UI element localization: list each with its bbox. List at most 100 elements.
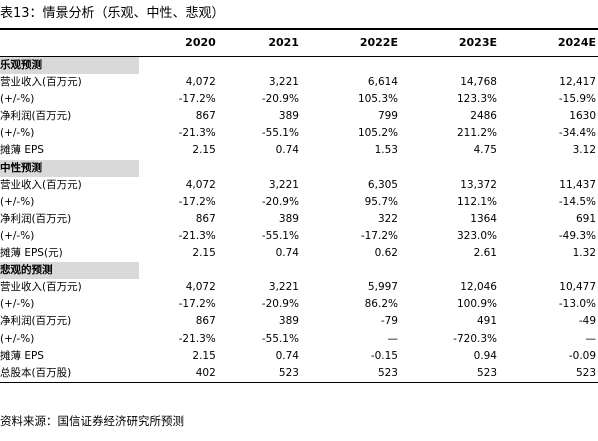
table-cell: -13.0% (558, 298, 597, 311)
table-cell: -55.1% (261, 127, 299, 140)
table-cell (138, 57, 218, 75)
table-cell: 867 (195, 315, 216, 328)
table-cell: 4,072 (185, 281, 216, 294)
table-header-row: 2020 2021 2022E 2023E 2024E (0, 30, 598, 57)
table-cell: -49.3% (558, 229, 597, 242)
table-cell: -17.2% (178, 93, 216, 106)
table-cell (499, 159, 598, 177)
row-label: (+/-%) (0, 93, 35, 106)
table-cell: 105.3% (357, 93, 398, 106)
table-cell: 389 (278, 110, 299, 123)
section-label: 中性预测 (0, 159, 139, 177)
table-cell: 691 (575, 212, 597, 225)
table-cell: 322 (377, 212, 398, 225)
table-row: 摊薄 EPS 2.15 0.74 1.53 4.75 3.12 (0, 142, 598, 159)
table-cell: 14,768 (460, 76, 497, 89)
table-cell: -21.3% (178, 229, 216, 242)
table-cell: -34.4% (558, 127, 597, 140)
table-cell: 2486 (470, 110, 497, 123)
row-label: 营业收入(百万元) (0, 178, 82, 191)
table-cell: 867 (195, 212, 216, 225)
table-cell: 105.2% (357, 127, 398, 140)
table-cell: 86.2% (364, 298, 398, 311)
table-cell: -21.3% (178, 127, 216, 140)
table-cell (300, 159, 400, 177)
table-cell: 4,072 (185, 76, 216, 89)
table-cell: — (387, 332, 398, 345)
row-label: 营业收入(百万元) (0, 281, 82, 294)
table-cell (499, 262, 598, 280)
header-year-2023e: 2023E (458, 36, 497, 49)
table-cell (499, 57, 598, 75)
table-cell: 13,372 (460, 178, 497, 191)
table-cell: 3,221 (268, 76, 299, 89)
table-row: (+/-%) -21.3% -55.1% — -720.3% — (0, 331, 598, 348)
table-row: (+/-%) -17.2% -20.9% 86.2% 100.9% -13.0% (0, 296, 598, 313)
table-cell: -20.9% (261, 93, 299, 106)
table-cell: 0.74 (275, 144, 299, 157)
table-cell: 523 (476, 366, 497, 379)
header-label-cell (0, 30, 139, 56)
table-title: 表13：情景分析（乐观、中性、悲观） (0, 6, 225, 21)
table-row: (+/-%) -17.2% -20.9% 105.3% 123.3% -15.9% (0, 91, 598, 108)
table-cell: -21.3% (178, 332, 216, 345)
table-row: 净利润(百万元) 867 389 322 1364 691 (0, 211, 598, 228)
table-cell: -17.2% (178, 298, 216, 311)
table-cell: 3,221 (268, 281, 299, 294)
table-row: 营业收入(百万元) 4,072 3,221 6,305 13,372 11,437 (0, 177, 598, 194)
table-cell (399, 262, 499, 280)
row-label: 摊薄 EPS (0, 144, 44, 157)
table-cell (217, 57, 301, 75)
table-cell: 523 (278, 366, 299, 379)
table-cell: -0.09 (568, 349, 597, 362)
table-cell (300, 262, 400, 280)
table-cell: 1.32 (572, 247, 597, 260)
row-label: 摊薄 EPS(元) (0, 247, 63, 260)
table-row: 营业收入(百万元) 4,072 3,221 6,614 14,768 12,417 (0, 74, 598, 91)
row-label: 摊薄 EPS (0, 349, 44, 362)
table-cell: 211.2% (456, 127, 497, 140)
header-year-2024e: 2024E (557, 36, 597, 49)
table-cell: -79 (380, 315, 398, 328)
row-label: 净利润(百万元) (0, 212, 72, 225)
table-cell: -17.2% (360, 229, 398, 242)
row-label: 净利润(百万元) (0, 110, 72, 123)
table-cell: -55.1% (261, 229, 299, 242)
row-label: (+/-%) (0, 298, 35, 311)
table-cell: 1.53 (374, 144, 398, 157)
header-year-2022e: 2022E (359, 36, 398, 49)
table-cell: 0.62 (374, 247, 398, 260)
table-cell: 6,305 (367, 178, 398, 191)
table-cell: 0.94 (473, 349, 497, 362)
table-cell: 2.15 (192, 247, 216, 260)
table-row: (+/-%) -21.3% -55.1% 105.2% 211.2% -34.4% (0, 125, 598, 142)
table-cell: 523 (575, 366, 597, 379)
table-cell: -49 (578, 315, 597, 328)
table-row: 营业收入(百万元) 4,072 3,221 5,997 12,046 10,477 (0, 279, 598, 296)
table-cell: -14.5% (558, 195, 597, 208)
header-year-2021: 2021 (268, 36, 299, 49)
row-label: (+/-%) (0, 127, 35, 140)
table-cell: 10,477 (559, 281, 597, 294)
table-cell: 1364 (470, 212, 497, 225)
section-label: 悲观的预测 (0, 262, 139, 280)
table-cell: 867 (195, 110, 216, 123)
table-cell: 389 (278, 315, 299, 328)
table-cell (399, 57, 499, 75)
table-body: 乐观预测 营业收入(百万元) 4,072 3,221 6,614 14,768 12,417… (0, 57, 598, 383)
table-cell: 389 (278, 212, 299, 225)
section-row: 乐观预测 (0, 57, 598, 75)
table-cell: -55.1% (261, 332, 299, 345)
table-cell: 123.3% (456, 93, 497, 106)
table-cell: 799 (377, 110, 398, 123)
section-row: 中性预测 (0, 159, 598, 177)
section-label: 乐观预测 (0, 57, 139, 75)
table-cell: 12,046 (460, 281, 497, 294)
table-cell: -0.15 (370, 349, 398, 362)
table-cell: 2.15 (192, 349, 216, 362)
total-row: 总股本(百万股) 402 523 523 523 523 (0, 365, 598, 383)
table-cell: 5,997 (367, 281, 398, 294)
table-cell (217, 159, 301, 177)
table-cell: -15.9% (558, 93, 597, 106)
table-row: 摊薄 EPS(元) 2.15 0.74 0.62 2.61 1.32 (0, 245, 598, 262)
